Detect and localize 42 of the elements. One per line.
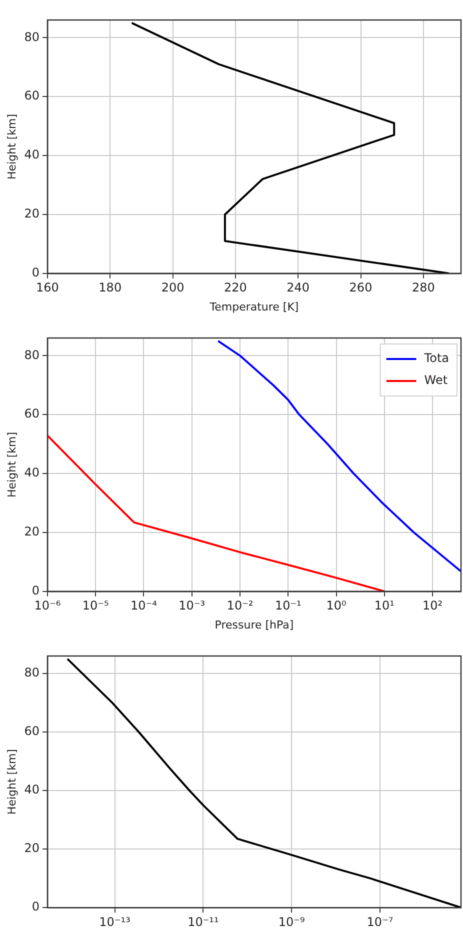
x-tick-label: 10⁻⁴ — [130, 598, 158, 613]
y-tick-label: 0 — [32, 900, 40, 914]
x-axis-title: Temperature [K] — [208, 300, 299, 314]
x-tick-label: 10⁻⁷ — [366, 914, 394, 929]
y-tick-label: 60 — [24, 724, 40, 738]
legend-label: Wet — [424, 373, 448, 388]
x-tick-label: 10⁻³ — [178, 598, 206, 613]
x-axis-title: Pressure [hPa] — [214, 618, 294, 632]
y-tick-label: 80 — [24, 348, 40, 362]
x-tick-label: 10² — [422, 598, 443, 613]
y-tick-label: 60 — [24, 406, 40, 421]
y-tick-label: 20 — [24, 841, 40, 856]
x-tick-label: 260 — [349, 280, 372, 295]
x-tick-label: 10⁻¹³ — [99, 914, 131, 929]
x-tick-label: 10⁻² — [226, 598, 254, 613]
y-axis-title: Height [km] — [5, 432, 18, 498]
x-tick-label: 160 — [36, 280, 59, 295]
y-tick-label: 40 — [24, 148, 40, 162]
x-tick-label: 10⁻¹ — [274, 598, 302, 613]
y-tick-label: 80 — [24, 30, 40, 44]
y-tick-label: 0 — [32, 584, 40, 598]
y-tick-label: 20 — [24, 206, 40, 221]
x-tick-label: 10⁻⁹ — [278, 914, 305, 929]
x-tick-label: 180 — [98, 280, 122, 295]
y-tick-label: 40 — [24, 782, 40, 797]
y-axis-title: Height [km] — [5, 114, 18, 180]
x-tick-label: 10⁻¹¹ — [188, 914, 219, 929]
x-tick-label: 10¹ — [374, 598, 395, 613]
y-tick-label: 0 — [32, 266, 40, 280]
x-tick-label: 10⁻⁶ — [34, 598, 61, 613]
y-axis-title: Height [km] — [5, 749, 18, 815]
x-tick-label: 280 — [412, 280, 435, 295]
x-tick-label: 220 — [224, 280, 247, 295]
y-tick-label: 20 — [24, 524, 40, 539]
x-tick-label: 240 — [286, 280, 310, 295]
x-tick-label: 10⁻⁵ — [82, 598, 109, 613]
y-tick-label: 40 — [24, 466, 40, 480]
y-tick-label: 80 — [24, 666, 40, 680]
x-tick-label: 200 — [161, 280, 184, 295]
legend-label: Tota — [423, 351, 450, 366]
y-tick-label: 60 — [24, 88, 40, 103]
x-tick-label: 10⁰ — [326, 598, 346, 613]
